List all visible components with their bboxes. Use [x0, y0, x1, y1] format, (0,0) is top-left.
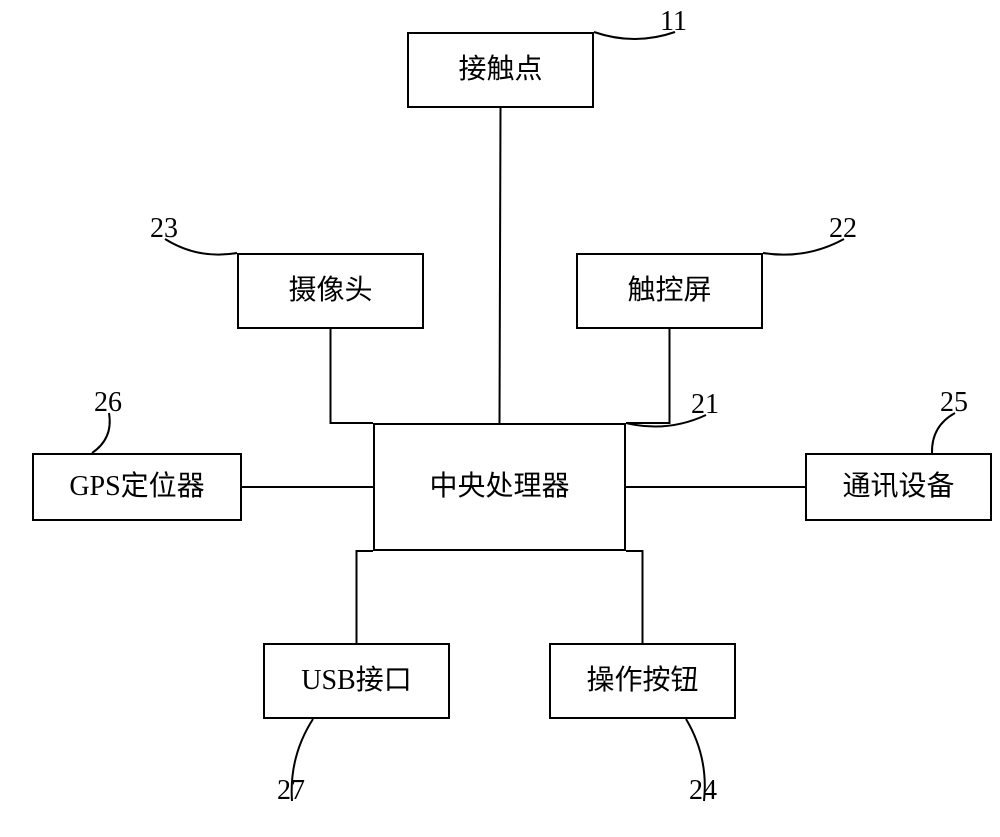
- diagram-stage: 中央处理器 接触点摄像头 触控屏 GPS定位器 通讯设备 USB接口 操作按钮 11 23 22 2…: [0, 0, 1000, 837]
- node-btn: 操作按钮: [549, 643, 736, 719]
- node-cpu-label: 中央处理器: [429, 473, 569, 501]
- edge-camera-cpu: [331, 329, 374, 423]
- edge-usb-cpu: [357, 551, 374, 643]
- node-touch-label: 触控屏: [627, 277, 711, 305]
- callout-line-c26: [92, 413, 110, 453]
- node-gps: GPS定位器: [32, 453, 242, 521]
- node-gps-label: GPS定位器: [69, 473, 204, 501]
- node-btn-label: 操作按钮: [586, 667, 698, 695]
- callout-label-c24: 24: [689, 777, 717, 805]
- edge-layer: [0, 0, 1000, 837]
- node-contact: 接触点: [407, 32, 594, 108]
- callout-label-c22: 22: [829, 215, 857, 243]
- node-usb-label: USB接口: [301, 667, 411, 695]
- callout-label-c27: 27: [277, 777, 305, 805]
- node-cpu: 中央处理器: [373, 423, 626, 551]
- node-camera: 摄像头: [237, 253, 424, 329]
- edge-touch-cpu: [626, 329, 670, 423]
- callout-label-c25: 25: [940, 389, 968, 417]
- callout-label-c23: 23: [150, 215, 178, 243]
- callout-line-c25: [932, 413, 955, 453]
- node-touch: 触控屏: [576, 253, 763, 329]
- node-comm-label: 通讯设备: [842, 473, 954, 501]
- node-contact-label: 接触点: [458, 56, 542, 84]
- node-camera-label: 摄像头: [288, 277, 372, 305]
- edge-btn-cpu: [626, 551, 643, 643]
- callout-label-c26: 26: [94, 389, 122, 417]
- node-usb: USB接口: [263, 643, 450, 719]
- edge-contact-cpu: [500, 108, 501, 423]
- callout-label-c11: 11: [660, 8, 687, 36]
- node-comm: 通讯设备: [805, 453, 992, 521]
- callout-label-c21: 21: [691, 391, 719, 419]
